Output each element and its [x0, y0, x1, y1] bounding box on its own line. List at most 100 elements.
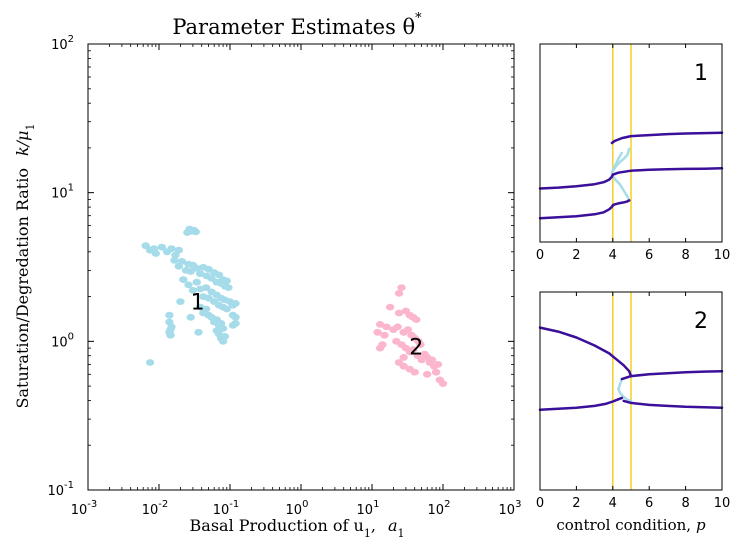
panel-2-stable-branch [538, 396, 624, 412]
cluster-2-point [433, 361, 443, 368]
cluster-1-point [231, 300, 240, 307]
panel-1-stable-branch [611, 199, 631, 207]
cluster-labels: 12 [191, 291, 424, 361]
cluster-1-point [165, 328, 174, 336]
main-x-axis-label: Basal Production of u1, a1 [190, 516, 405, 540]
x-tick-label: 102 [428, 499, 451, 518]
cluster-2-point [375, 344, 385, 352]
panel-1-x-tick-label: 0 [536, 248, 544, 263]
panel-2-x-axis-label: control condition, p [556, 516, 706, 534]
cluster-1-point [218, 325, 228, 332]
cluster-2-point [423, 370, 432, 378]
cluster-2-point [375, 321, 385, 328]
panel-1-curves [538, 44, 724, 242]
cluster-1-point [165, 311, 174, 319]
cluster-1-point [176, 298, 185, 305]
panel-2-stable-branch [620, 369, 724, 381]
panel-2-x-tick-label: 8 [681, 496, 689, 511]
cluster-2-point [410, 368, 419, 376]
cluster-2-point [412, 316, 421, 323]
cluster-2-point [393, 323, 402, 331]
panel-1-unstable-branch [610, 151, 624, 174]
cluster-1-point [177, 258, 187, 265]
cluster-2-point [399, 354, 408, 361]
cluster-1-point [220, 333, 230, 340]
cluster-1-point [184, 281, 193, 289]
panel-1-x-tick-label: 8 [681, 248, 689, 263]
panel-1-x-tick-label: 2 [572, 248, 580, 263]
cluster-1-point [186, 268, 195, 275]
panel-2-frame [539, 291, 723, 491]
cluster-1-point [157, 243, 167, 251]
panel-2-label: 2 [694, 309, 708, 334]
panel-1-x-tick-label: 6 [645, 248, 653, 263]
cluster-2-point [427, 356, 437, 364]
cluster-2-point [416, 341, 425, 348]
y-tick-label: 101 [51, 183, 74, 202]
panel-2-stable-branch [622, 399, 724, 410]
main-y-axis-label: Saturation/Degredation Ratiok/μ1 [13, 124, 37, 409]
cluster-2-point [394, 309, 404, 317]
panel-2-x-tick-label: 4 [609, 496, 617, 511]
main-y-ticks: 10-1 100 101 102 [47, 34, 514, 499]
panel-2-x-ticks: 0 2 4 6 8 10 [536, 292, 730, 511]
cluster-1-point [216, 320, 226, 327]
panel-2-stable-branch [538, 326, 633, 378]
cluster-2-point [373, 328, 382, 336]
panel-1-unstable-branch [610, 174, 631, 202]
panel-1-x-ticks: 0 2 4 6 8 10 [536, 44, 730, 263]
cluster-1-point [145, 359, 155, 366]
cluster-2-point [380, 331, 389, 339]
panel-1-stable-branch [611, 167, 724, 176]
panel-2-curves [538, 292, 724, 490]
cluster-2-point [394, 290, 404, 297]
panel-1-x-tick-label: 10 [714, 248, 731, 263]
panel-2-x-tick-label: 2 [572, 496, 580, 511]
cluster-2-point [382, 323, 391, 331]
cluster-1-point [191, 228, 200, 236]
panel-1-stable-branch [538, 204, 615, 220]
y-tick-label: 10-1 [47, 480, 74, 499]
panel-1-x-tick-label: 4 [609, 248, 617, 263]
panel-2-x-tick-label: 0 [536, 496, 544, 511]
panel-1-stable-branch [610, 131, 724, 145]
panel-2-unstable-branch [617, 377, 633, 403]
cluster-1-point [192, 278, 201, 286]
cluster-1-point [228, 322, 238, 329]
main-scatter-plot: 10-3 10-2 10-1 100 101 102 103 10-1 100 101 102 1… [13, 11, 521, 540]
cluster-2-point [409, 346, 418, 353]
cluster-2-label: 2 [409, 336, 423, 361]
cluster-2-point [397, 284, 406, 291]
cluster-1-point [224, 284, 233, 291]
panel-2-x-tick-label: 6 [645, 496, 653, 511]
cluster-1-point [188, 287, 198, 294]
cluster-1-point [174, 246, 183, 254]
cluster-1-point [201, 284, 211, 291]
x-tick-label: 100 [286, 499, 309, 518]
cluster-1-point [222, 305, 231, 313]
cluster-1-point [196, 270, 205, 278]
cluster-1-point [231, 313, 240, 321]
x-tick-label: 10-1 [213, 499, 240, 518]
scatter-clusters [141, 225, 448, 387]
panel-1-stable-branch [538, 173, 615, 190]
bifurcation-panel-1: 0 2 4 6 8 10 1 [536, 43, 730, 263]
y-tick-label: 100 [51, 331, 74, 350]
cluster-1-point [201, 305, 211, 313]
cluster-1-point [167, 245, 176, 253]
main-title: Parameter Estimates θ* [172, 11, 422, 39]
panel-2-x-tick-label: 10 [714, 496, 731, 511]
x-tick-label: 10-3 [71, 499, 98, 518]
cluster-2-point [431, 368, 441, 376]
cluster-1-point [170, 257, 179, 264]
cluster-2-point [385, 303, 395, 311]
cluster-1-point [214, 271, 224, 279]
cluster-1-point [167, 323, 176, 331]
x-tick-label: 10-2 [142, 499, 169, 518]
cluster-1-point [179, 276, 188, 283]
y-tick-label: 102 [51, 34, 74, 53]
panel-1-frame [539, 43, 723, 243]
x-tick-label: 103 [499, 499, 522, 518]
cluster-2-point [438, 380, 448, 387]
